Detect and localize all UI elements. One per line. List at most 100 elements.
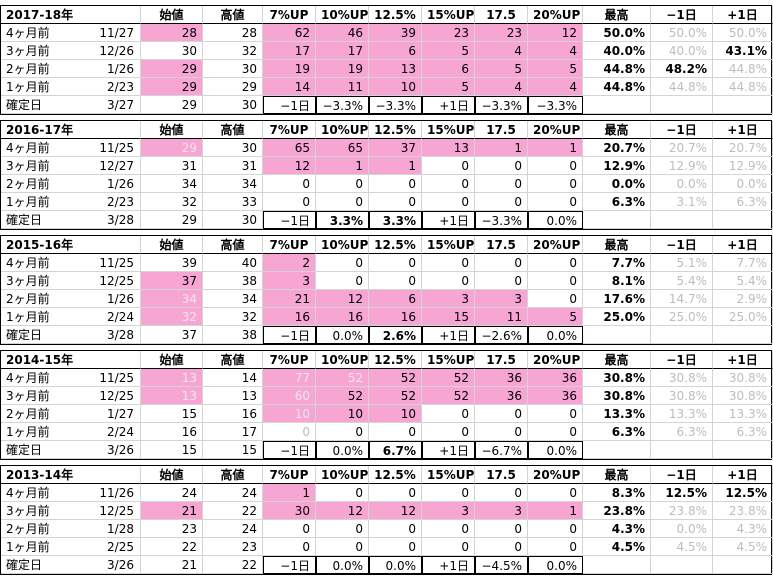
cell: 0 (316, 175, 369, 193)
row-label: 1ヶ月前 2/23 (1, 193, 141, 211)
cell: 31 (141, 157, 203, 175)
cell: 5.4% (713, 272, 773, 290)
cell: 17 (263, 42, 316, 60)
column-header: 高値 (203, 466, 263, 484)
cell: 24 (203, 484, 263, 502)
empty-cell (713, 326, 773, 344)
column-header: 15%UP (422, 466, 475, 484)
cell: 5 (528, 60, 583, 78)
cell: 0 (422, 484, 475, 502)
cell: 43.1% (713, 42, 773, 60)
cell: 5 (528, 308, 583, 326)
cell: 50.0% (713, 24, 773, 42)
cell: 13.3% (583, 405, 651, 423)
cell: 36 (528, 369, 583, 387)
cell: 0 (528, 423, 583, 441)
cell: 0.0% (528, 556, 583, 574)
cell: 32 (141, 193, 203, 211)
cell: 4.3% (713, 520, 773, 538)
cell: 5 (422, 78, 475, 96)
row-label: 4ヶ月前 11/25 (1, 254, 141, 272)
cell: 20.7% (713, 139, 773, 157)
cell: 38 (203, 326, 263, 344)
cell: 34 (203, 175, 263, 193)
cell: 4 (475, 42, 528, 60)
cell: 0 (528, 484, 583, 502)
cell: 12.5% (651, 484, 713, 502)
year-block: 2016-17年 始値 高値 7%UP 10%UP 12.5% 15%UP 17.5 20%UP… (0, 120, 773, 230)
column-header: 始値 (141, 236, 203, 254)
cell: 34 (141, 290, 203, 308)
cell: 3.3% (316, 211, 369, 229)
column-header: 15%UP (422, 236, 475, 254)
row-date: 2/25 (107, 540, 134, 554)
cell: 36 (475, 387, 528, 405)
year-block: 2017-18年 始値 高値 7%UP 10%UP 12.5% 15%UP 17.5 20%UP… (0, 5, 773, 115)
cell: 10 (369, 405, 422, 423)
cell: 13 (141, 387, 203, 405)
cell: 0.0% (369, 556, 422, 574)
cell: −3.3% (369, 96, 422, 114)
cell: +1日 (422, 211, 475, 229)
cell: 44.8% (651, 78, 713, 96)
cell: 25.0% (583, 308, 651, 326)
cell: +1日 (422, 556, 475, 574)
row-date: 1/28 (107, 522, 134, 536)
cell: 52 (369, 369, 422, 387)
block-title: 2017-18年 (1, 6, 141, 24)
cell: 3.1% (651, 193, 713, 211)
cell: 0 (475, 538, 528, 556)
cell: 77 (263, 369, 316, 387)
cell: 0 (475, 520, 528, 538)
column-header: +1日 (713, 121, 773, 139)
cell: 40 (203, 254, 263, 272)
cell: 62 (263, 24, 316, 42)
cell: 23.8% (651, 502, 713, 520)
cell: 0 (263, 423, 316, 441)
cell: 0.0% (316, 326, 369, 344)
cell: 39 (369, 24, 422, 42)
cell: 10 (369, 78, 422, 96)
cell: −3.3% (475, 211, 528, 229)
cell: 16 (203, 405, 263, 423)
row-date: 11/25 (99, 371, 134, 385)
column-header: 20%UP (528, 6, 583, 24)
cell: 7.7% (713, 254, 773, 272)
column-header: 7%UP (263, 121, 316, 139)
empty-cell (713, 441, 773, 459)
column-header: 10%UP (316, 351, 369, 369)
cell: 32 (203, 42, 263, 60)
cell: 15 (141, 405, 203, 423)
cell: 52 (369, 387, 422, 405)
empty-cell (583, 96, 651, 114)
year-block: 2013-14年 始値 高値 7%UP 10%UP 12.5% 15%UP 17.5 20%UP… (0, 465, 773, 575)
row-label: 確定日 3/28 (1, 211, 141, 229)
cell: 0 (263, 538, 316, 556)
cell: 30 (203, 211, 263, 229)
cell: 30.8% (583, 387, 651, 405)
cell: 20.7% (651, 139, 713, 157)
row-label: 1ヶ月前 2/25 (1, 538, 141, 556)
cell: 0 (422, 538, 475, 556)
cell: 39 (141, 254, 203, 272)
cell: 0 (369, 272, 422, 290)
column-header: 15%UP (422, 121, 475, 139)
cell: 52 (316, 387, 369, 405)
row-date: 2/23 (107, 80, 134, 94)
cell: 14 (263, 78, 316, 96)
cell: 28 (203, 24, 263, 42)
column-header: 最高 (583, 466, 651, 484)
cell: 1 (263, 484, 316, 502)
cell: 37 (141, 272, 203, 290)
column-header: 始値 (141, 466, 203, 484)
row-label: 3ヶ月前 12/25 (1, 502, 141, 520)
cell: 44.8% (583, 60, 651, 78)
cell: 0 (316, 538, 369, 556)
cell: 4.5% (713, 538, 773, 556)
cell: 29 (141, 211, 203, 229)
cell: 1 (475, 139, 528, 157)
cell: 65 (263, 139, 316, 157)
row-date: 1/27 (107, 407, 134, 421)
cell: 0.0% (528, 326, 583, 344)
